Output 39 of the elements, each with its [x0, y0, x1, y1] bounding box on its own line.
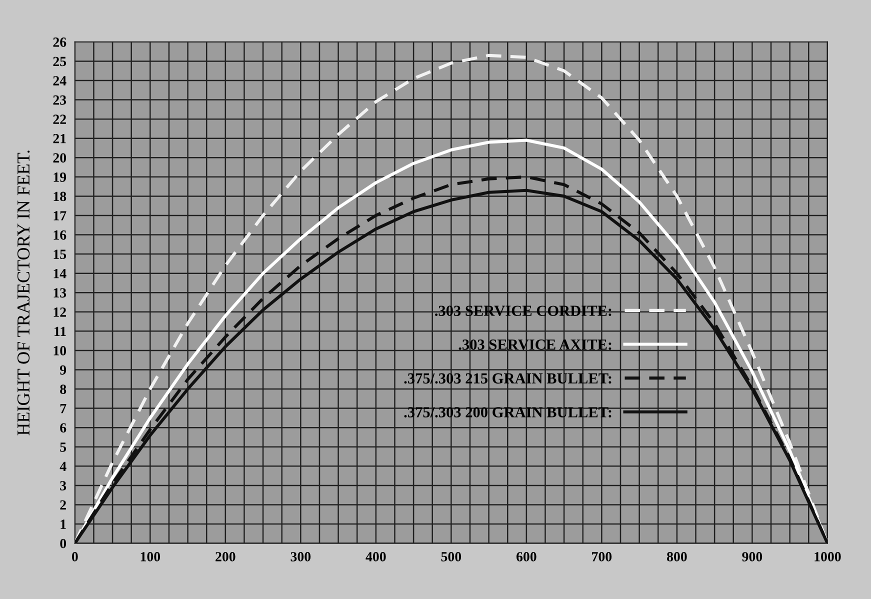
x-tick-label: 900	[742, 552, 762, 562]
y-tick-label: 16	[54, 230, 66, 240]
x-tick-label: 500	[441, 552, 462, 562]
y-tick-label: 5	[60, 442, 66, 452]
y-tick-label: 19	[54, 172, 66, 182]
x-tick-label: 200	[216, 552, 236, 562]
x-tick-label: 300	[290, 552, 311, 562]
y-tick-label: 18	[54, 192, 66, 202]
x-tick-label: 400	[366, 552, 386, 562]
y-tick-label: 1	[60, 520, 66, 529]
x-tick-label: 800	[666, 552, 687, 562]
y-tick-label: 25	[53, 56, 66, 66]
x-tick-label: 700	[592, 552, 612, 562]
y-tick-label: 26	[53, 38, 66, 47]
y-tick-label: 22	[53, 114, 66, 124]
x-tick-label: 1000	[814, 552, 841, 562]
y-tick-label: 9	[60, 365, 66, 375]
y-tick-label: 23	[53, 95, 66, 105]
y-tick-label: 8	[60, 384, 66, 394]
y-tick-label: 11	[54, 326, 66, 336]
y-tick-label: 10	[54, 346, 66, 356]
y-tick-label: 15	[54, 250, 66, 259]
y-tick-label: 14	[54, 268, 66, 278]
y-tick-label: 24	[53, 76, 66, 86]
y-tick-label: 3	[60, 481, 66, 490]
y-tick-label: 13	[54, 288, 66, 298]
x-tick-label: 0	[72, 552, 78, 562]
y-tick-label: 7	[60, 404, 66, 414]
y-tick-label: 2	[60, 500, 66, 510]
y-tick-label: 20	[53, 153, 66, 163]
y-tick-label: 17	[54, 211, 66, 220]
y-axis-title: HEIGHT OF TRAJECTORY IN FEET.	[17, 150, 30, 436]
x-tick-label: 600	[516, 552, 536, 562]
x-tick-label: 100	[140, 552, 160, 562]
y-tick-label: 4	[60, 462, 66, 471]
y-tick-label: 21	[53, 134, 66, 144]
y-tick-label: 12	[54, 308, 66, 317]
y-tick-label: 6	[60, 423, 66, 433]
y-tick-label: 0	[60, 538, 66, 548]
